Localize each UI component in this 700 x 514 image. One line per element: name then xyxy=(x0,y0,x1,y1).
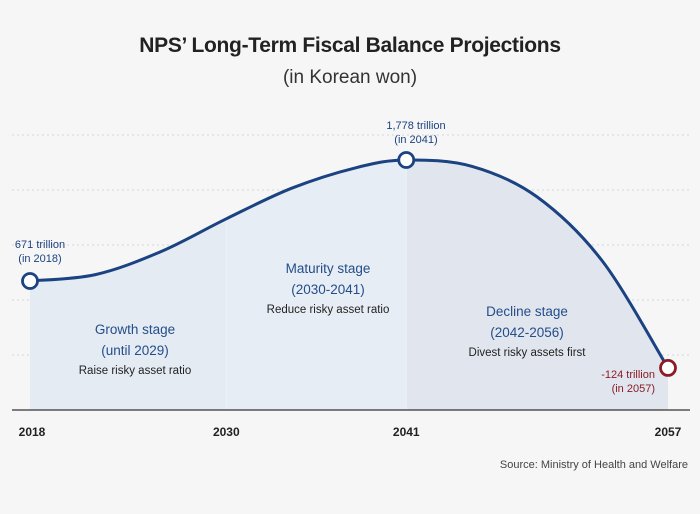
chart-subtitle: (in Korean won) xyxy=(282,67,418,88)
marker-2018 xyxy=(21,272,39,290)
series-line xyxy=(29,158,670,369)
data-label-year-2041: (in 2041) xyxy=(394,134,437,146)
stage-title-1: Growth stage xyxy=(95,322,175,337)
stage-area-3 xyxy=(406,159,668,410)
source-note: Source: Ministry of Health and Welfare xyxy=(499,459,688,471)
x-tick-2041: 2041 xyxy=(393,425,420,439)
stage-title-3: Decline stage xyxy=(486,304,568,319)
stage-period-1: (until 2029) xyxy=(101,343,169,358)
stage-note-3: Divest risky assets first xyxy=(469,347,587,359)
stage-note-1: Raise risky asset ratio xyxy=(79,365,191,377)
x-tick-2057: 2057 xyxy=(655,425,682,439)
data-label-2041: 1,778 trillion xyxy=(386,120,445,132)
data-label-2057: -124 trillion xyxy=(601,369,655,381)
data-label-year-2018: (in 2018) xyxy=(18,253,61,265)
stage-period-2: (2030-2041) xyxy=(291,282,365,297)
x-tick-2030: 2030 xyxy=(213,425,240,439)
x-tick-2018: 2018 xyxy=(19,425,46,439)
stage-area-2 xyxy=(226,159,407,410)
marker-2057 xyxy=(659,358,677,377)
stage-note-2: Reduce risky asset ratio xyxy=(267,304,390,316)
chart-title: NPS’ Long-Term Fiscal Balance Projection… xyxy=(139,34,561,57)
data-label-2018: 671 trillion xyxy=(15,239,65,251)
data-label-year-2057: (in 2057) xyxy=(612,383,655,395)
stage-period-3: (2042-2056) xyxy=(490,325,564,340)
stage-title-2: Maturity stage xyxy=(286,261,371,276)
marker-2041 xyxy=(397,151,416,169)
